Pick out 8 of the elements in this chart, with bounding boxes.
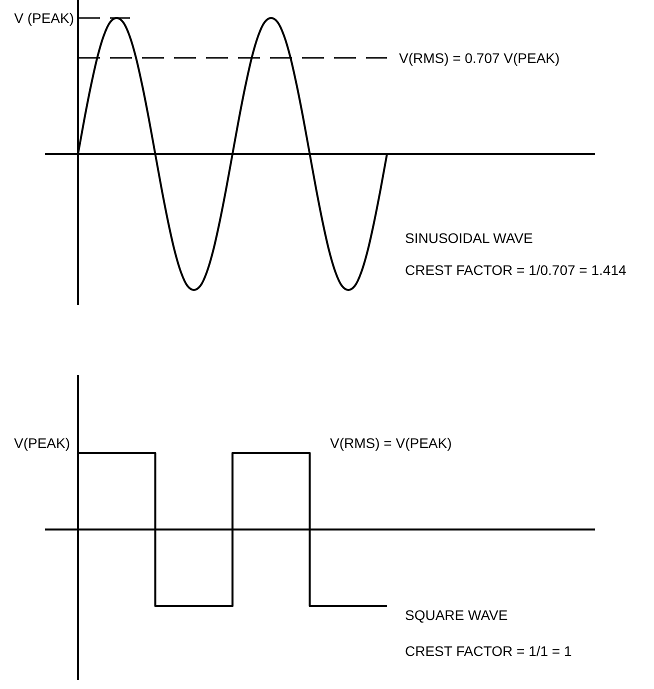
text: SINUSOIDAL WAVE	[405, 230, 533, 246]
text: V(RMS) = V(PEAK)	[330, 435, 452, 451]
text: CREST FACTOR = 1/1 = 1	[405, 643, 572, 659]
text: V(PEAK)	[14, 435, 70, 451]
text: SQUARE WAVE	[405, 607, 508, 623]
ref-line-label: V(RMS) = 0.707 V(PEAK)	[399, 50, 560, 66]
ref-line-label: V (PEAK)	[14, 10, 74, 26]
text: CREST FACTOR = 1/0.707 = 1.414	[405, 262, 626, 278]
